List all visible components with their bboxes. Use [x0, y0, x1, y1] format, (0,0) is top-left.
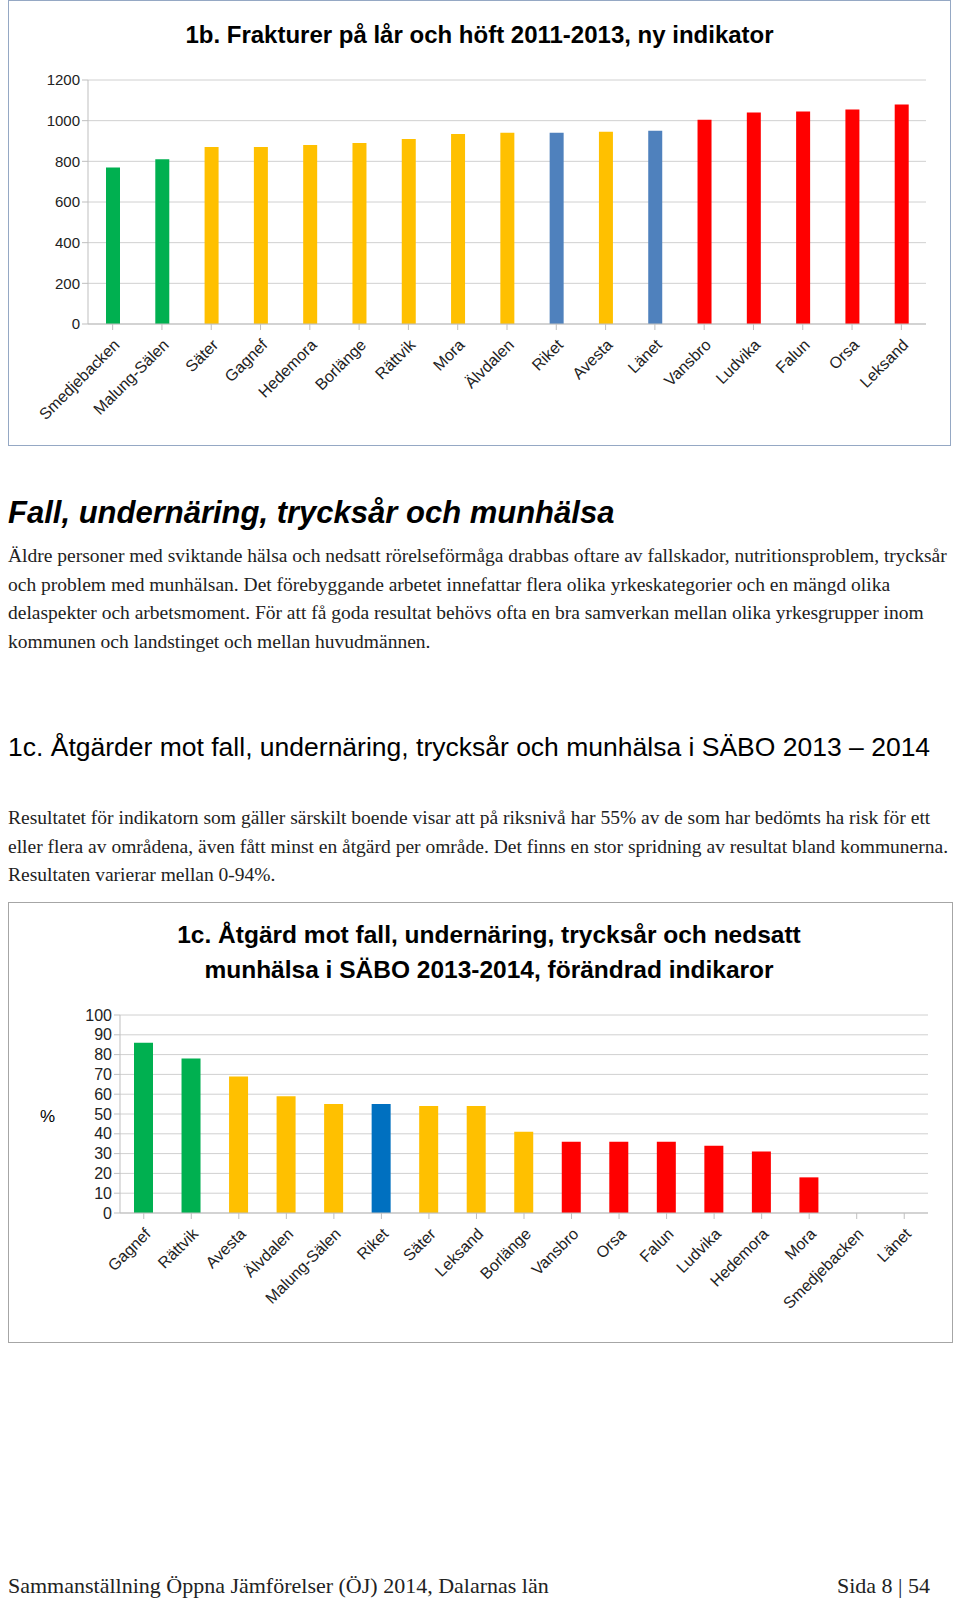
html-text:Sammanställning Öppna Jämförel: Sammanställning Öppna Jämförelser (ÖJ) 2…	[8, 1573, 549, 1598]
html-text:1c. Åtgärder mot fall, undernä: 1c. Åtgärder mot fall, undernäring, tryc…	[8, 732, 931, 762]
svg-text:Vansbro: Vansbro	[528, 1225, 581, 1278]
svg-text:90: 90	[94, 1026, 112, 1043]
svg-text:Orsa: Orsa	[826, 336, 863, 373]
svg-text:0: 0	[72, 315, 80, 332]
svg-text:Falun: Falun	[772, 336, 812, 376]
svg-text:Säter: Säter	[400, 1225, 440, 1265]
svg-text:Ludvika: Ludvika	[712, 336, 763, 387]
svg-text:Avesta: Avesta	[202, 1225, 248, 1271]
svg-text:Rättvik: Rättvik	[155, 1224, 202, 1271]
svg-text:Vansbro: Vansbro	[661, 336, 714, 389]
svg-text:80: 80	[94, 1046, 112, 1063]
svg-text:60: 60	[94, 1086, 112, 1103]
svg-text:Avesta: Avesta	[569, 336, 615, 382]
svg-text:Säter: Säter	[182, 336, 222, 376]
html-text:1c. Åtgärd mot fall, undernäri: 1c. Åtgärd mot fall, undernäring, trycks…	[177, 921, 801, 983]
html-text:1b. Frakturer på lår och höft: 1b. Frakturer på lår och höft 2011-2013,…	[185, 21, 774, 48]
svg-text:Malung-Sälen: Malung-Sälen	[90, 336, 172, 418]
svg-text:Mora: Mora	[781, 1225, 819, 1263]
svg-text:Riket: Riket	[529, 336, 567, 374]
svg-text:1200: 1200	[47, 71, 80, 88]
svg-text:Gagnef: Gagnef	[105, 1225, 155, 1275]
svg-text:Hedemora: Hedemora	[255, 336, 320, 401]
svg-text:Leksand: Leksand	[857, 336, 912, 391]
svg-text:40: 40	[94, 1125, 112, 1142]
html-text:Sida 8 | 54: Sida 8 | 54	[837, 1573, 930, 1598]
svg-text:Älvdalen: Älvdalen	[241, 1225, 297, 1281]
svg-text:10: 10	[94, 1185, 112, 1202]
svg-text:Rättvik: Rättvik	[372, 335, 419, 382]
html-text:Äldre personer med sviktande h: Äldre personer med sviktande hälsa och n…	[8, 545, 947, 652]
svg-text:Gagnef: Gagnef	[221, 336, 271, 386]
svg-text:Orsa: Orsa	[593, 1225, 630, 1262]
svg-text:Malung-Sälen: Malung-Sälen	[262, 1225, 344, 1307]
svg-text:600: 600	[55, 193, 80, 210]
svg-text:400: 400	[55, 234, 80, 251]
svg-text:70: 70	[94, 1066, 112, 1083]
svg-text:800: 800	[55, 153, 80, 170]
svg-text:Smedjebacken: Smedjebacken	[780, 1225, 867, 1312]
svg-text:30: 30	[94, 1145, 112, 1162]
html-text:Fall, undernäring, trycksår oc: Fall, undernäring, trycksår och munhälsa	[8, 495, 615, 530]
svg-text:100: 100	[85, 1007, 112, 1024]
svg-text:Borlänge: Borlänge	[477, 1225, 534, 1282]
svg-text:Mora: Mora	[430, 336, 468, 374]
svg-text:Länet: Länet	[625, 336, 666, 377]
svg-text:Hedemora: Hedemora	[707, 1225, 772, 1290]
svg-text:Riket: Riket	[354, 1225, 392, 1263]
svg-text:Smedjebacken: Smedjebacken	[35, 336, 123, 423]
svg-text:20: 20	[94, 1165, 112, 1182]
html-text:Resultatet för indikatorn som: Resultatet för indikatorn som gäller sär…	[8, 807, 948, 886]
svg-text:200: 200	[55, 275, 80, 292]
svg-text:Ludvika: Ludvika	[673, 1225, 725, 1276]
svg-text:Leksand: Leksand	[431, 1225, 487, 1280]
svg-text:Länet: Länet	[874, 1225, 915, 1266]
svg-text:0: 0	[103, 1205, 112, 1222]
svg-text:Borlänge: Borlänge	[312, 336, 369, 393]
svg-text:1000: 1000	[47, 112, 80, 129]
svg-text:Falun: Falun	[636, 1225, 676, 1265]
svg-text:50: 50	[94, 1106, 112, 1123]
svg-text:Älvdalen: Älvdalen	[462, 336, 517, 391]
